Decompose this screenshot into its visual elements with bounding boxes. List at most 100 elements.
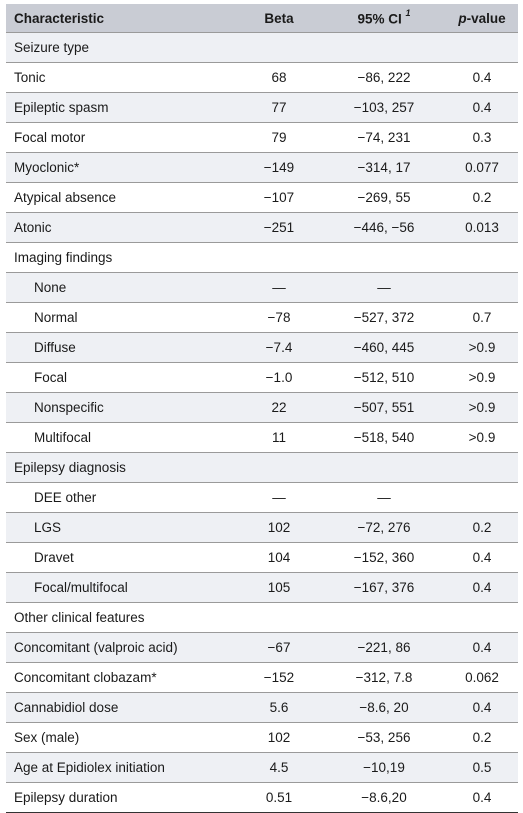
beta-cell: 102 xyxy=(267,520,291,535)
p-value-cell: 0.2 xyxy=(472,190,492,205)
row-label: Focal/multifocal xyxy=(34,580,128,595)
table-row: DEE other — — xyxy=(6,482,518,512)
table-row: Other clinical features xyxy=(6,602,518,632)
row-label: Imaging findings xyxy=(14,250,113,265)
header-beta: Beta xyxy=(264,10,294,26)
p-value-cell: 0.4 xyxy=(472,790,492,805)
beta-cell: — xyxy=(272,490,286,505)
row-label: Atypical absence xyxy=(14,190,117,205)
table-header: Characteristic Beta 95% CI 1 p-value xyxy=(6,4,518,32)
row-label: None xyxy=(34,280,67,295)
table-body: Seizure type Tonic 68 −86, 222 0.4 Epileptic … xyxy=(6,32,518,812)
table-row: Cannabidiol dose 5.6 −8.6, 20 0.4 xyxy=(6,692,518,722)
header-p-suffix: -value xyxy=(466,10,506,26)
row-label: LGS xyxy=(34,520,62,535)
beta-cell: −152 xyxy=(263,670,295,685)
p-value-cell: 0.7 xyxy=(472,310,492,325)
beta-cell: −67 xyxy=(267,640,291,655)
table-row: Concomitant (valproic acid) −67 −221, 86 0.… xyxy=(6,632,518,662)
header-ci-footnote: 1 xyxy=(405,7,411,18)
ci-cell: −8.6,20 xyxy=(361,790,407,805)
beta-cell: — xyxy=(272,280,286,295)
ci-cell: −312, 7.8 xyxy=(355,670,413,685)
p-value-cell: >0.9 xyxy=(468,340,496,355)
table-row: Epilepsy diagnosis xyxy=(6,452,518,482)
row-label: Normal xyxy=(34,310,78,325)
beta-cell: 0.51 xyxy=(265,790,293,805)
ci-cell: −446, −56 xyxy=(353,220,415,235)
table-row: Focal/multifocal 105 −167, 376 0.4 xyxy=(6,572,518,602)
table-row: Epileptic spasm 77 −103, 257 0.4 xyxy=(6,92,518,122)
header-characteristic: Characteristic xyxy=(14,10,105,26)
row-label: Focal motor xyxy=(14,130,86,145)
table-row: Sex (male) 102 −53, 256 0.2 xyxy=(6,722,518,752)
row-label: Diffuse xyxy=(34,340,76,355)
ci-cell: — xyxy=(377,280,391,295)
beta-cell: −7.4 xyxy=(265,340,293,355)
row-label: DEE other xyxy=(34,490,97,505)
table-row: Concomitant clobazam* −152 −312, 7.8 0.062 xyxy=(6,662,518,692)
beta-cell: 5.6 xyxy=(269,700,289,715)
row-label: Dravet xyxy=(34,550,74,565)
ci-cell: −10,19 xyxy=(363,760,405,775)
header-p-prefix: p xyxy=(458,10,467,26)
p-value-cell: 0.077 xyxy=(465,160,499,175)
ci-cell: −512, 510 xyxy=(353,370,415,385)
table-row: Atypical absence −107 −269, 55 0.2 xyxy=(6,182,518,212)
beta-cell: −149 xyxy=(263,160,295,175)
ci-cell: −518, 540 xyxy=(353,430,415,445)
row-label: Other clinical features xyxy=(14,610,145,625)
table-row: None — — xyxy=(6,272,518,302)
table-row: Normal −78 −527, 372 0.7 xyxy=(6,302,518,332)
beta-cell: −251 xyxy=(263,220,295,235)
p-value-cell: 0.2 xyxy=(472,730,492,745)
table-row: Multifocal 11 −518, 540 >0.9 xyxy=(6,422,518,452)
row-label: Tonic xyxy=(14,70,46,85)
row-label: Epilepsy diagnosis xyxy=(14,460,126,475)
ci-cell: −527, 372 xyxy=(353,310,415,325)
ci-cell: −72, 276 xyxy=(357,520,411,535)
ci-cell: −8.6, 20 xyxy=(359,700,409,715)
p-value-cell: >0.9 xyxy=(468,370,496,385)
row-label: Focal xyxy=(34,370,68,385)
table-row: Tonic 68 −86, 222 0.4 xyxy=(6,62,518,92)
p-value-cell: >0.9 xyxy=(468,430,496,445)
p-value-cell: 0.4 xyxy=(472,580,492,595)
ci-cell: −460, 445 xyxy=(353,340,415,355)
ci-cell: −152, 360 xyxy=(353,550,415,565)
beta-cell: 4.5 xyxy=(269,760,289,775)
table-row: Epilepsy duration 0.51 −8.6,20 0.4 xyxy=(6,782,518,812)
beta-cell: −107 xyxy=(263,190,295,205)
table-row: Atonic −251 −446, −56 0.013 xyxy=(6,212,518,242)
p-value-cell: 0.2 xyxy=(472,520,492,535)
row-label: Myoclonic* xyxy=(14,160,80,175)
row-label: Nonspecific xyxy=(34,400,104,415)
row-label: Seizure type xyxy=(14,40,90,55)
beta-cell: 22 xyxy=(271,400,287,415)
row-label: Epilepsy duration xyxy=(14,790,118,805)
beta-cell: 68 xyxy=(271,70,287,85)
table-row: Focal −1.0 −512, 510 >0.9 xyxy=(6,362,518,392)
p-value-cell: 0.3 xyxy=(472,130,492,145)
row-label: Age at Epidiolex initiation xyxy=(14,760,165,775)
ci-cell: −74, 231 xyxy=(357,130,411,145)
p-value-cell: 0.013 xyxy=(465,220,499,235)
table-row: Focal motor 79 −74, 231 0.3 xyxy=(6,122,518,152)
ci-cell: −103, 257 xyxy=(353,100,415,115)
table-row: Diffuse −7.4 −460, 445 >0.9 xyxy=(6,332,518,362)
table-row: Age at Epidiolex initiation 4.5 −10,19 0.5 xyxy=(6,752,518,782)
ci-cell: −167, 376 xyxy=(353,580,415,595)
beta-cell: 79 xyxy=(271,130,287,145)
row-label: Multifocal xyxy=(34,430,92,445)
row-label: Concomitant clobazam* xyxy=(14,670,157,685)
ci-cell: −269, 55 xyxy=(357,190,411,205)
ci-cell: −507, 551 xyxy=(353,400,415,415)
row-label: Cannabidiol dose xyxy=(14,700,119,715)
row-label: Concomitant (valproic acid) xyxy=(14,640,178,655)
p-value-cell: 0.4 xyxy=(472,640,492,655)
p-value-cell: 0.4 xyxy=(472,700,492,715)
beta-cell: 11 xyxy=(271,430,286,445)
table-row: Seizure type xyxy=(6,32,518,62)
row-label: Sex (male) xyxy=(14,730,80,745)
p-value-cell: >0.9 xyxy=(468,400,496,415)
